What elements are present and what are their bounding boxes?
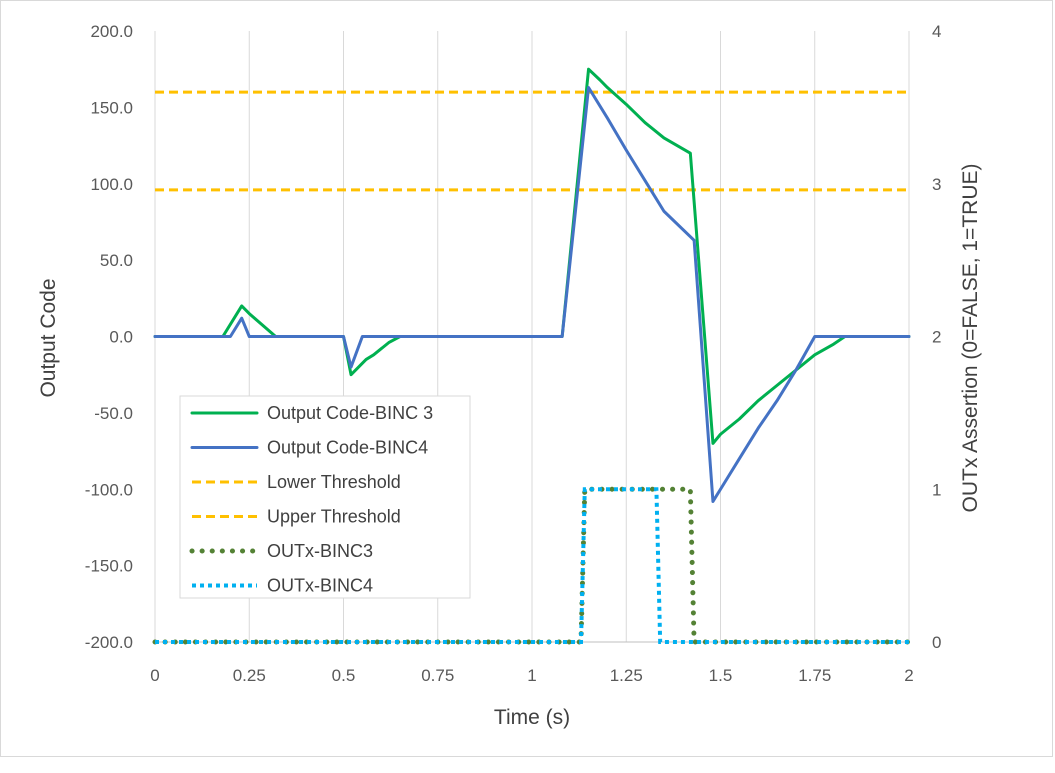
x-tick-label: 0 [150,666,159,685]
series-line [155,487,909,644]
y2-tick-label: 3 [932,175,941,194]
y-tick-label: -100.0 [85,480,133,499]
y-tick-label: -150.0 [85,557,133,576]
x-tick-label: 1.75 [798,666,831,685]
x-tick-label: 2 [904,666,913,685]
legend-entries: Output Code-BINC 3 Output Code-BINC4 Lower… [189,403,433,596]
y-axis-title: Output Code [37,278,60,397]
y-tick-label: 50.0 [100,251,133,270]
y2-tick-label: 0 [932,633,941,652]
y-tick-label: -50.0 [94,404,133,423]
y-tick-label: -200.0 [85,633,133,652]
legend-label: Output Code-BINC 3 [267,403,433,423]
x-tick-label: 0.75 [421,666,454,685]
series-layer [152,67,912,645]
chart-frame [0,0,1053,757]
legend-label: Output Code-BINC4 [267,438,428,458]
y2-axis-title: OUTx Assertion (0=FALSE, 1=TRUE) [959,164,982,513]
x-tick-label: 0.5 [332,666,356,685]
x-tick-label: 0.25 [233,666,266,685]
y2-tick-label: 2 [932,328,941,347]
y-tick-label: 200.0 [90,22,133,41]
x-axis-title: Time (s) [494,706,570,729]
x-tick-label: 1 [527,666,536,685]
y2-tick-label: 4 [932,22,941,41]
legend-label: OUTx-BINC3 [267,541,373,561]
legend-label: OUTx-BINC4 [267,576,373,596]
legend-label: Lower Threshold [267,472,401,492]
legend-label: Upper Threshold [267,507,401,527]
y-tick-label: 0.0 [109,328,133,347]
y-tick-label: 150.0 [90,98,133,117]
legend: Output Code-BINC 3 Output Code-BINC4 Lower… [179,395,471,599]
legend-box [179,395,471,599]
x-tick-label: 1.25 [610,666,643,685]
series-line [153,86,911,503]
y-tick-label: 100.0 [90,175,133,194]
x-tick-label: 1.5 [709,666,733,685]
tick-layer: 0 0.25 0.5 0.75 1 1.25 1.5 1.75 2200.0150.0100.0… [85,22,942,685]
y2-tick-label: 1 [932,480,941,499]
